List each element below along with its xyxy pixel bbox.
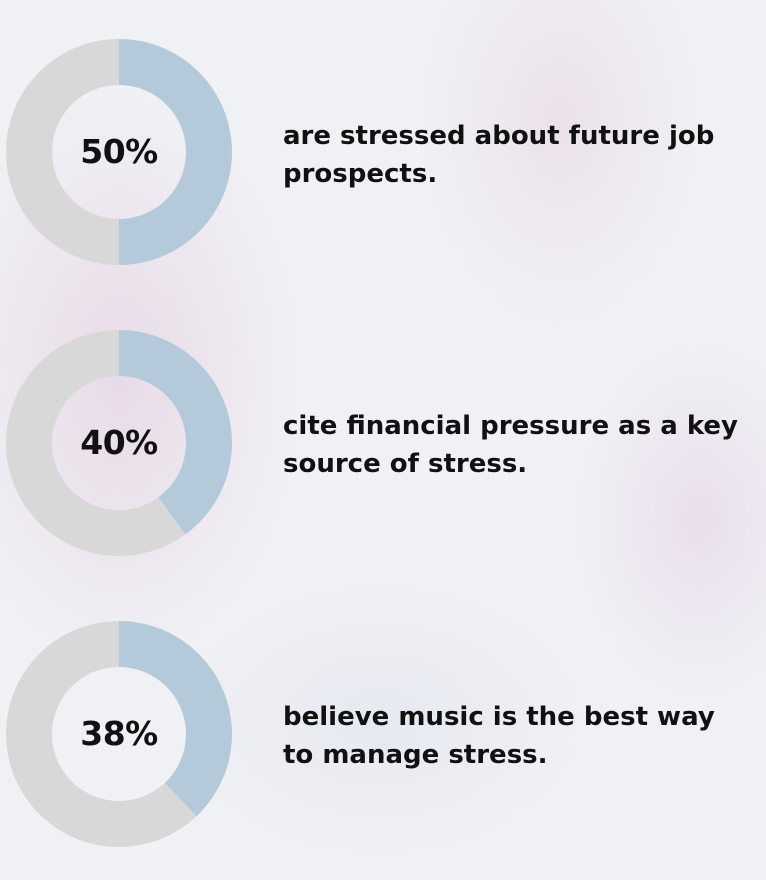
- donut-label-1: 50%: [80, 132, 158, 171]
- donut-2-filled-segment: [119, 330, 233, 535]
- donut-3-filled-segment: [119, 621, 233, 817]
- donut-3-remaining-segment: [6, 621, 197, 848]
- donut-label-3: 38%: [80, 714, 158, 753]
- donut-label-2: 40%: [80, 423, 158, 462]
- donut-2-remaining-segment: [6, 330, 186, 556]
- stat-text-1: are stressed about future job prospects.: [283, 121, 715, 189]
- stat-text-2: cite financial pressure as a key source …: [283, 411, 738, 479]
- donut-1-remaining-segment: [5, 39, 119, 265]
- donut-1-filled-segment: [119, 39, 232, 265]
- stat-text-3: believe music is the best way to manage …: [283, 702, 715, 770]
